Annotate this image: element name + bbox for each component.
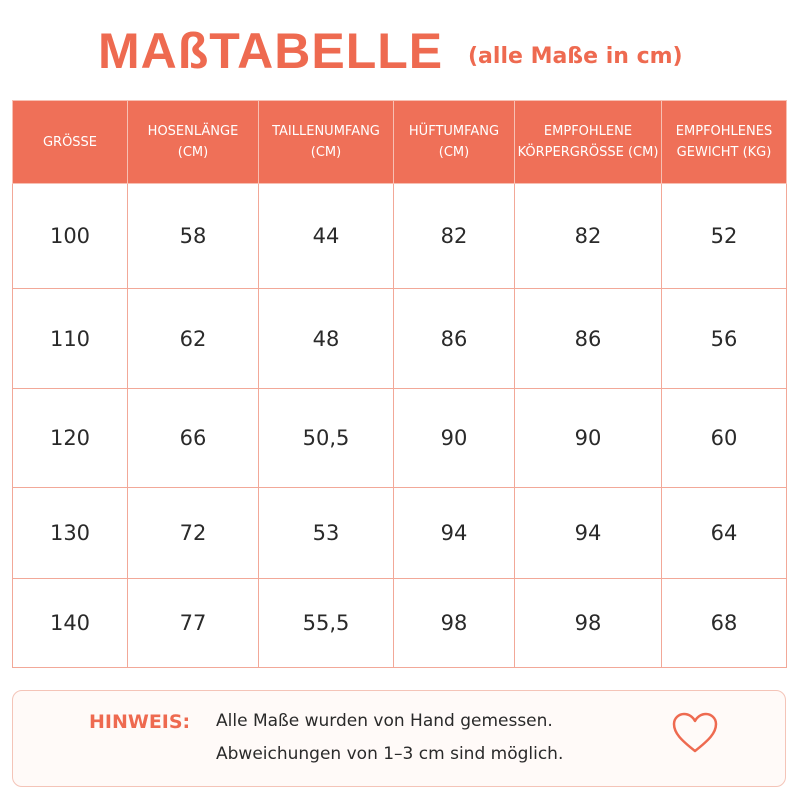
note-box: HINWEIS: Alle Maße wurden von Hand gemes… bbox=[12, 690, 786, 787]
header-row: GRÖSSE HOSENLÄNGE (CM) TAILLENUMFANG (CM) HÜF… bbox=[12, 100, 787, 184]
column-header: EMPFOHLENE KÖRPERGRÖSSE (CM) bbox=[514, 100, 662, 184]
table-cell: 110 bbox=[12, 288, 128, 389]
table-cell: 52 bbox=[661, 183, 787, 289]
column-header: HOSENLÄNGE (CM) bbox=[127, 100, 259, 184]
table-cell: 140 bbox=[12, 578, 128, 668]
note-label: HINWEIS: bbox=[89, 711, 191, 733]
table-cell: 86 bbox=[393, 288, 515, 389]
table-cell: 77 bbox=[127, 578, 259, 668]
table-row: 120 66 50,5 90 90 60 bbox=[12, 388, 787, 488]
table-cell: 98 bbox=[514, 578, 662, 668]
table-cell: 66 bbox=[127, 388, 259, 488]
table-cell: 68 bbox=[661, 578, 787, 668]
header-line: (CM) bbox=[177, 145, 209, 160]
title: MAßTABELLE bbox=[98, 23, 444, 79]
header-line: EMPFOHLENE bbox=[543, 124, 633, 139]
header-line: HÜFTUMFANG bbox=[408, 124, 500, 139]
note-line: Abweichungen von 1–3 cm sind möglich. bbox=[216, 744, 564, 764]
table-body: 100 58 44 82 82 52 110 62 48 86 86 56 120 66 50,5 90 90 6… bbox=[12, 183, 787, 668]
column-header: TAILLENUMFANG (CM) bbox=[258, 100, 394, 184]
header-line: KÖRPERGRÖSSE (CM) bbox=[517, 145, 659, 160]
subtitle: (alle Maße in cm) bbox=[468, 44, 683, 69]
table-cell: 120 bbox=[12, 388, 128, 488]
table-cell: 82 bbox=[393, 183, 515, 289]
table-cell: 50,5 bbox=[258, 388, 394, 488]
table-cell: 72 bbox=[127, 487, 259, 579]
table-cell: 82 bbox=[514, 183, 662, 289]
table-cell: 60 bbox=[661, 388, 787, 488]
column-header: HÜFTUMFANG (CM) bbox=[393, 100, 515, 184]
table-row: 100 58 44 82 82 52 bbox=[12, 183, 787, 289]
table-cell: 98 bbox=[393, 578, 515, 668]
header-line: (CM) bbox=[310, 145, 342, 160]
table-cell: 90 bbox=[514, 388, 662, 488]
table-cell: 44 bbox=[258, 183, 394, 289]
table-row: 130 72 53 94 94 64 bbox=[12, 487, 787, 579]
table-cell: 64 bbox=[661, 487, 787, 579]
column-header: GRÖSSE bbox=[12, 100, 128, 184]
header-line: GRÖSSE bbox=[42, 134, 98, 150]
header-line: (CM) bbox=[438, 145, 470, 160]
header-line: GEWICHT (KG) bbox=[676, 145, 772, 160]
table-row: 140 77 55,5 98 98 68 bbox=[12, 578, 787, 668]
column-header: EMPFOHLENES GEWICHT (KG) bbox=[661, 100, 787, 184]
table-cell: 94 bbox=[393, 487, 515, 579]
table-cell: 58 bbox=[127, 183, 259, 289]
note-line: Alle Maße wurden von Hand gemessen. bbox=[216, 711, 553, 731]
table-cell: 86 bbox=[514, 288, 662, 389]
table-cell: 55,5 bbox=[258, 578, 394, 668]
header-line: HOSENLÄNGE bbox=[147, 124, 239, 139]
size-table: GRÖSSE HOSENLÄNGE (CM) TAILLENUMFANG (CM) HÜF… bbox=[12, 100, 787, 668]
table-cell: 62 bbox=[127, 288, 259, 389]
table-cell: 94 bbox=[514, 487, 662, 579]
table-cell: 130 bbox=[12, 487, 128, 579]
table-row: 110 62 48 86 86 56 bbox=[12, 288, 787, 389]
header-line: EMPFOHLENES bbox=[675, 124, 773, 139]
table-cell: 48 bbox=[258, 288, 394, 389]
table-cell: 90 bbox=[393, 388, 515, 488]
table-cell: 56 bbox=[661, 288, 787, 389]
header-line: TAILLENUMFANG bbox=[272, 124, 380, 139]
table-cell: 100 bbox=[12, 183, 128, 289]
heart-icon bbox=[672, 712, 718, 753]
table-cell: 53 bbox=[258, 487, 394, 579]
